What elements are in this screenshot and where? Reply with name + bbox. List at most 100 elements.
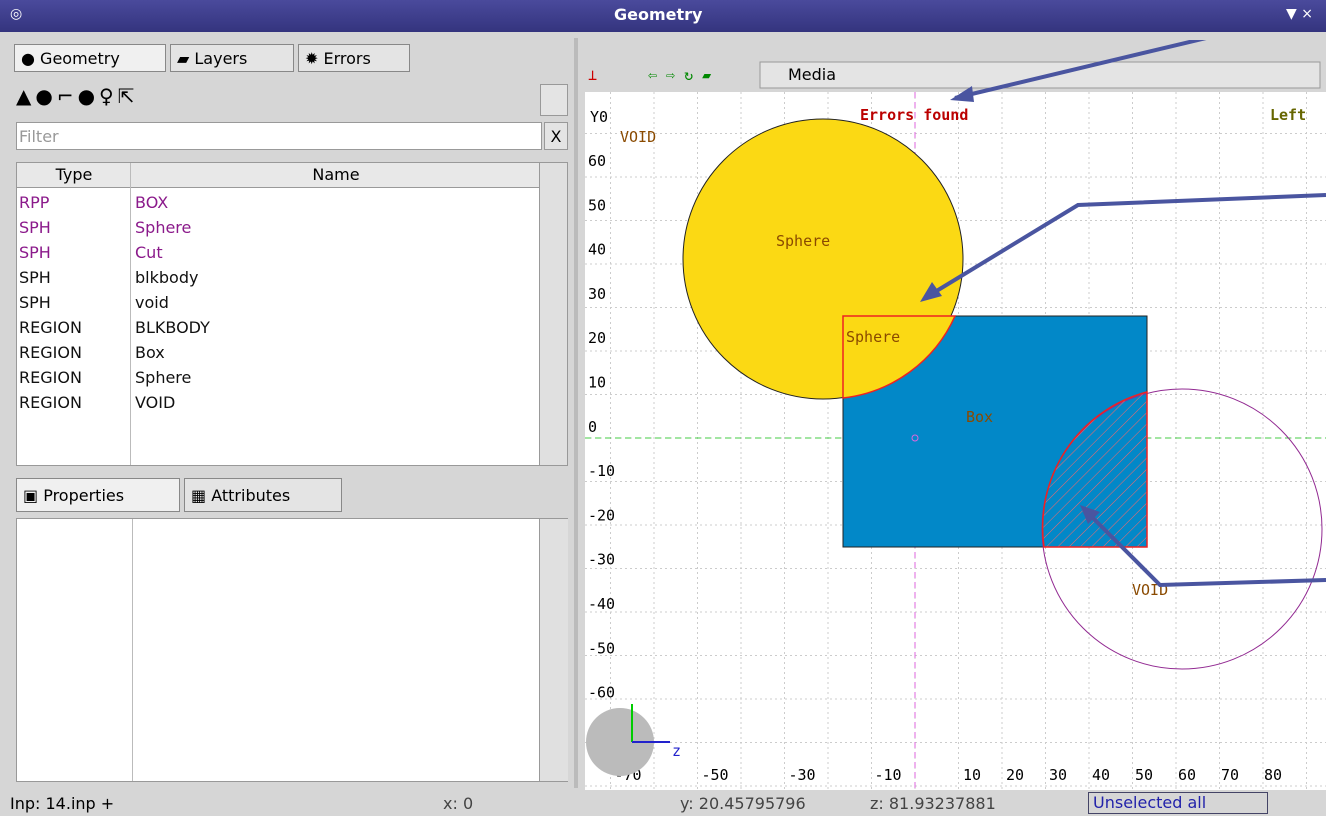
filter-input[interactable]: Filter: [16, 122, 542, 150]
nav-icons[interactable]: ⇦ ⇨ ↻ ▰: [648, 66, 711, 84]
layer-name: Media: [788, 65, 836, 84]
status-bar: Inp: 14.inp + x: 0 y: 20.45795796 z: 81.…: [0, 792, 1326, 816]
type-cell: REGION: [19, 368, 82, 387]
view-label: Left: [1270, 106, 1306, 124]
column-divider: [130, 163, 131, 465]
window-title: Geometry: [614, 5, 703, 24]
y-tick-label: -50: [588, 639, 615, 657]
x-tick-label: -50: [701, 766, 728, 784]
tab[interactable]: ✹ Errors: [298, 44, 410, 72]
window-icon: ◎: [10, 6, 23, 22]
region-label: VOID: [620, 128, 656, 146]
arrow-head: [1080, 505, 1100, 524]
tab-label: Geometry: [40, 49, 120, 68]
column-divider: [132, 519, 133, 781]
tab[interactable]: ● Geometry: [14, 44, 166, 72]
status-x: x: 0: [443, 794, 474, 813]
header-cell: Name: [312, 165, 360, 184]
status-z: z: 81.93237881: [870, 794, 996, 813]
name-cell: Box: [135, 343, 165, 362]
name-cell: Cut: [135, 243, 163, 262]
region-label: Sphere: [776, 232, 830, 250]
arrow: [1083, 508, 1326, 588]
scrollbar[interactable]: [539, 519, 568, 781]
name-cell: Sphere: [135, 218, 192, 237]
brush-button[interactable]: [540, 84, 568, 116]
x-tick-label: 80: [1264, 766, 1282, 784]
title-bar: ◎ Geometry ▼ ×: [0, 0, 1326, 32]
y-tick-label: 50: [588, 196, 606, 214]
toolbar-icons[interactable]: ▲●⌐●♀⇱: [16, 84, 139, 108]
y-tick-label: 0: [588, 418, 597, 436]
header-cell: Type: [55, 165, 93, 184]
tab[interactable]: ▦ Attributes: [184, 478, 342, 512]
x-tick-label: 10: [963, 766, 981, 784]
filter-clear[interactable]: X: [544, 122, 568, 150]
x-tick-label: 20: [1006, 766, 1024, 784]
x-tick-label: 70: [1221, 766, 1239, 784]
overlap-region: [842, 315, 957, 399]
window-buttons[interactable]: ▼ ×: [1286, 6, 1313, 22]
name-cell: blkbody: [135, 268, 199, 287]
layer-combo[interactable]: [759, 61, 1321, 89]
origin-marker: [911, 434, 919, 442]
name-cell: BLKBODY: [135, 318, 210, 337]
error-region: [1041, 391, 1148, 548]
y-tick-label: -40: [588, 595, 615, 613]
type-cell: SPH: [19, 218, 51, 237]
arrow: [923, 193, 1326, 300]
annotation-arrows: [923, 40, 1326, 588]
x-axis-label: z: [672, 742, 681, 760]
name-cell: void: [135, 293, 169, 312]
x-tick-label: 60: [1178, 766, 1196, 784]
y-top-label: Y0: [590, 108, 608, 126]
arrow: [954, 40, 1207, 100]
object-table: Type Name RPP BOX SPH Sphere SPH Cut SPH blkbod…: [16, 162, 568, 466]
viewport: ⊥ ⇦ ⇨ ↻ ▰ Media Errors found Left Y0 VOI…: [580, 40, 1326, 790]
type-cell: SPH: [19, 293, 51, 312]
tab-label: Attributes: [211, 486, 291, 505]
region-label: Box: [966, 408, 993, 426]
y-tick-label: -20: [588, 506, 615, 524]
scrollbar[interactable]: [539, 163, 567, 465]
table-header: [17, 163, 539, 188]
arrow-head: [950, 86, 974, 102]
tab[interactable]: ▰ Layers: [170, 44, 294, 72]
y-tick-label: -60: [588, 684, 615, 702]
y-tick-label: -30: [588, 551, 615, 569]
arrow-head: [920, 282, 942, 302]
type-cell: REGION: [19, 318, 82, 337]
region-label: Sphere: [846, 328, 900, 346]
properties-panel: [16, 518, 568, 782]
y-tick-label: 20: [588, 329, 606, 347]
splitter[interactable]: [574, 38, 578, 788]
axis-icon: ⊥: [588, 66, 597, 84]
y-tick-label: 10: [588, 374, 606, 392]
tab[interactable]: ▣ Properties: [16, 478, 180, 512]
name-cell: VOID: [135, 393, 176, 412]
tab-label: Layers: [194, 49, 248, 68]
x-tick-label: 50: [1135, 766, 1153, 784]
status-input: Inp: 14.inp +: [10, 794, 115, 813]
status-y: y: 20.45795796: [680, 794, 806, 813]
name-cell: Sphere: [135, 368, 192, 387]
y-tick-label: -10: [588, 462, 615, 480]
x-tick-label: -10: [874, 766, 901, 784]
arrow-heads: [920, 86, 1100, 524]
y-tick-label: 40: [588, 241, 606, 259]
tab-label: Properties: [43, 486, 125, 505]
name-cell: BOX: [135, 193, 169, 212]
status-text: Errors found: [860, 106, 968, 124]
x-tick-label: -30: [788, 766, 815, 784]
type-cell: REGION: [19, 343, 82, 362]
type-cell: SPH: [19, 243, 51, 262]
type-cell: RPP: [19, 193, 50, 212]
selection-status: Unselected all: [1088, 792, 1268, 814]
type-cell: SPH: [19, 268, 51, 287]
x-tick-label: 40: [1092, 766, 1110, 784]
compass: [586, 708, 654, 776]
y-tick-label: 60: [588, 152, 606, 170]
type-cell: REGION: [19, 393, 82, 412]
x-tick-label: 30: [1049, 766, 1067, 784]
